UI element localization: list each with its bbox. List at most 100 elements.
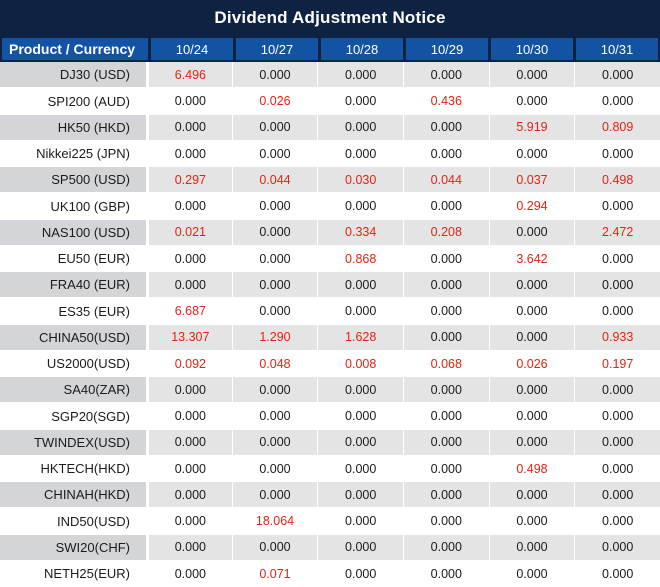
value-cell: 3.642	[488, 245, 575, 272]
value-cell: 0.000	[317, 429, 403, 455]
header-cell-date: 10/27	[236, 38, 318, 60]
value-cell: 0.000	[231, 534, 318, 560]
value-cell: 0.000	[488, 377, 575, 403]
product-cell: SWI20(CHF)	[0, 534, 146, 560]
value-cell: 0.000	[402, 298, 489, 325]
value-cell: 0.436	[402, 88, 489, 115]
value-cell: 0.000	[402, 429, 489, 455]
product-cell: NETH25(EUR)	[44, 566, 130, 582]
product-cell: DJ30 (USD)	[0, 62, 146, 88]
table-row: DJ30 (USD) 6.496 0.000 0.000 0.000 0.000 0.000	[0, 62, 660, 89]
value-cell: 0.933	[574, 324, 660, 350]
value-cell: 0.026	[488, 350, 575, 377]
value-cell: 0.030	[317, 167, 403, 193]
value-cell: 1.290	[231, 324, 318, 350]
value-cell: 0.000	[146, 534, 232, 560]
value-cell: 0.000	[574, 298, 660, 325]
value-cell: 0.000	[488, 88, 575, 115]
value-cell: 0.000	[574, 377, 660, 403]
value-cell: 0.498	[488, 455, 575, 482]
table-row: CHINAH(HKD) 0.000 0.000 0.000 0.000 0.000 0.00…	[0, 482, 660, 509]
value-cell: 0.498	[574, 167, 660, 193]
value-cell: 0.000	[402, 62, 489, 88]
value-cell: 0.000	[574, 560, 660, 587]
value-cell: 0.000	[574, 403, 660, 430]
table-row: HK50 (HKD) 0.000 0.000 0.000 0.000 5.919 0.809	[0, 114, 660, 141]
value-cell: 0.000	[231, 482, 318, 508]
table-row: US2000(USD) 0.092 0.048 0.008 0.068 0.026 0.19…	[0, 350, 660, 377]
value-cell: 0.000	[402, 455, 489, 482]
table-row: SPI200 (AUD) 0.000 0.026 0.000 0.436 0.000 0.0…	[0, 88, 660, 115]
header-cell-product: Product / Currency	[2, 38, 148, 60]
table-row: UK100 (GBP) 0.000 0.000 0.000 0.000 0.294 0.00…	[0, 193, 660, 220]
value-cell: 0.000	[402, 193, 489, 220]
value-cell: 0.000	[574, 88, 660, 115]
product-cell: NAS100 (USD)	[0, 219, 146, 245]
product-cell: HKTECH(HKD)	[40, 461, 130, 477]
value-cell: 6.687	[146, 298, 232, 325]
value-cell: 0.000	[146, 560, 232, 587]
value-cell: 0.000	[146, 429, 232, 455]
value-cell: 0.000	[146, 272, 232, 298]
value-cell: 0.000	[488, 62, 575, 88]
header-cell-date: 10/31	[576, 38, 658, 60]
header-row: Product / Currency 10/24 10/27 10/28 10/29 1…	[0, 36, 660, 62]
value-cell: 0.000	[574, 508, 660, 535]
value-cell: 0.000	[402, 560, 489, 587]
value-cell: 0.000	[574, 482, 660, 508]
value-cell: 0.000	[317, 62, 403, 88]
value-cell: 0.000	[146, 193, 232, 220]
value-cell: 0.048	[231, 350, 318, 377]
value-cell: 0.000	[488, 403, 575, 430]
value-cell: 5.919	[488, 114, 575, 140]
value-cell: 0.208	[402, 219, 489, 245]
table-row: SP500 (USD) 0.297 0.044 0.030 0.044 0.037 0.49…	[0, 167, 660, 194]
value-cell: 0.037	[488, 167, 575, 193]
value-cell: 0.000	[317, 508, 403, 535]
table-row: SA40(ZAR) 0.000 0.000 0.000 0.000 0.000 0.000	[0, 377, 660, 404]
product-cell: SPI200 (AUD)	[47, 93, 130, 109]
value-cell: 0.000	[317, 403, 403, 430]
value-cell: 0.000	[317, 560, 403, 587]
value-cell: 0.000	[488, 508, 575, 535]
product-cell: SA40(ZAR)	[0, 377, 146, 403]
product-cell: FRA40 (EUR)	[0, 272, 146, 298]
table-row: IND50(USD) 0.000 18.064 0.000 0.000 0.000 0.00…	[0, 508, 660, 535]
value-cell: 0.000	[574, 534, 660, 560]
page-title: Dividend Adjustment Notice	[0, 0, 660, 36]
value-cell: 0.000	[146, 114, 232, 140]
value-cell: 0.000	[146, 140, 232, 167]
value-cell: 0.000	[231, 114, 318, 140]
value-cell: 0.021	[146, 219, 232, 245]
value-cell: 0.000	[146, 245, 232, 272]
table-row: TWINDEX(USD) 0.000 0.000 0.000 0.000 0.000 0.0…	[0, 429, 660, 456]
table-row: CHINA50(USD) 13.307 1.290 1.628 0.000 0.000 0.…	[0, 324, 660, 351]
product-cell: TWINDEX(USD)	[0, 429, 146, 455]
header-cell-date: 10/28	[321, 38, 403, 60]
value-cell: 0.000	[402, 140, 489, 167]
table-body: DJ30 (USD) 6.496 0.000 0.000 0.000 0.000 0.000…	[0, 62, 660, 587]
value-cell: 0.044	[231, 167, 318, 193]
value-cell: 0.000	[402, 114, 489, 140]
value-cell: 0.000	[231, 403, 318, 430]
table-row: SWI20(CHF) 0.000 0.000 0.000 0.000 0.000 0.000	[0, 534, 660, 561]
table-row: NETH25(EUR) 0.000 0.071 0.000 0.000 0.000 0.00…	[0, 560, 660, 587]
value-cell: 0.000	[574, 429, 660, 455]
table-row: HKTECH(HKD) 0.000 0.000 0.000 0.000 0.498 0.00…	[0, 455, 660, 482]
value-cell: 0.000	[317, 298, 403, 325]
header-cell-date: 10/29	[406, 38, 488, 60]
value-cell: 0.008	[317, 350, 403, 377]
value-cell: 0.000	[402, 324, 489, 350]
value-cell: 0.000	[231, 219, 318, 245]
value-cell: 0.000	[317, 272, 403, 298]
value-cell: 0.000	[317, 140, 403, 167]
table-row: Nikkei225 (JPN) 0.000 0.000 0.000 0.000 0.000…	[0, 140, 660, 167]
value-cell: 0.000	[146, 403, 232, 430]
value-cell: 13.307	[146, 324, 232, 350]
table-row: SGP20(SGD) 0.000 0.000 0.000 0.000 0.000 0.000	[0, 403, 660, 430]
value-cell: 18.064	[231, 508, 318, 535]
value-cell: 0.000	[317, 534, 403, 560]
product-cell: ES35 (EUR)	[58, 303, 130, 319]
value-cell: 0.000	[231, 455, 318, 482]
value-cell: 0.197	[574, 350, 660, 377]
